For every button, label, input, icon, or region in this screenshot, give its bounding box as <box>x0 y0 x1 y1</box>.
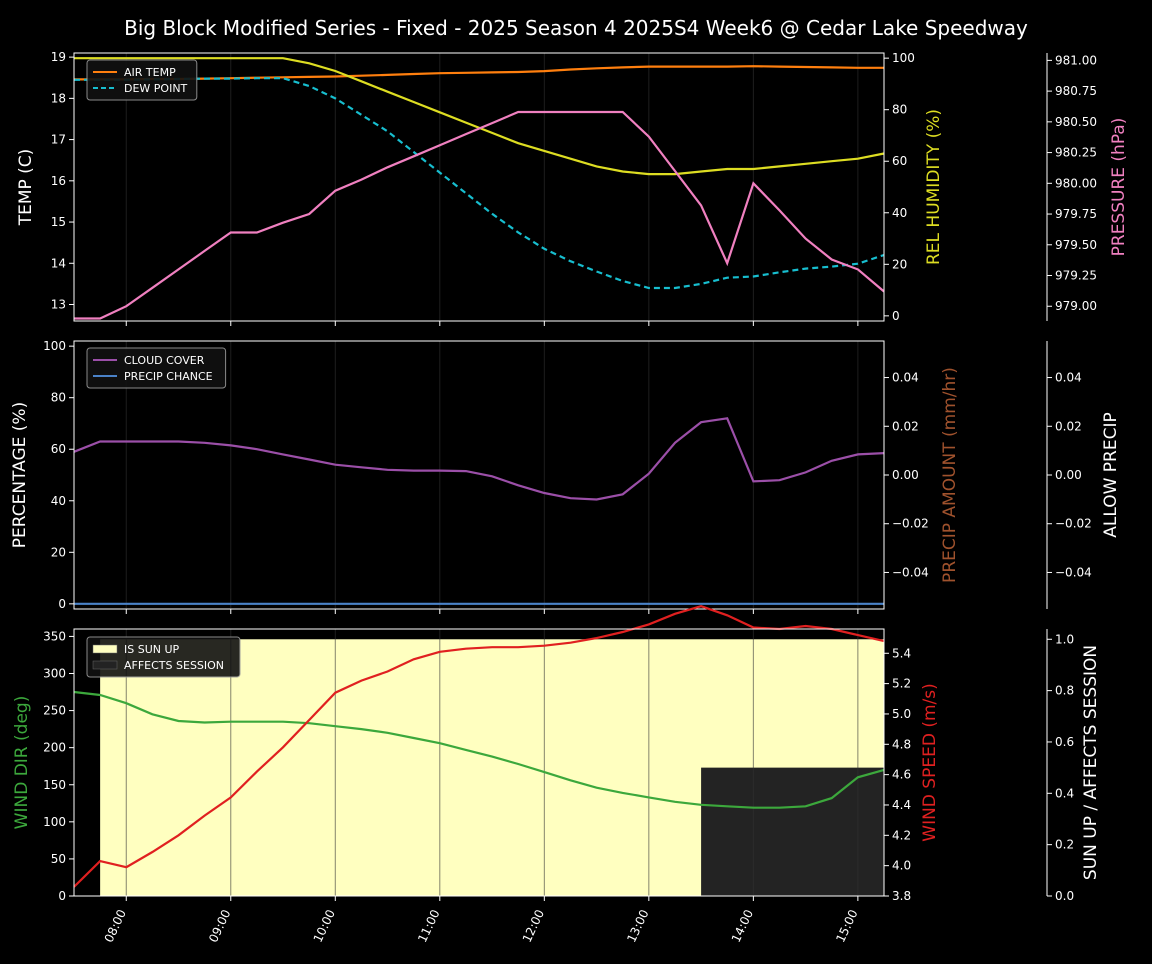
plot-frame <box>73 52 885 322</box>
y-tick-label: 17 <box>51 133 66 147</box>
y-tick-label: 20 <box>51 545 66 559</box>
humidity-axis-tick-label: 100 <box>892 51 915 65</box>
y2-axis-label: PRECIP AMOUNT (mm/hr) <box>940 367 960 583</box>
legend-label: AIR TEMP <box>124 66 176 79</box>
wind-speed-axis-tick-label: 4.2 <box>892 828 911 842</box>
y-axis-label: TEMP (C) <box>16 149 36 227</box>
y2-axis-label: WIND SPEED (m/s) <box>920 683 940 841</box>
pressure-axis-tick-label: 980.75 <box>1055 84 1097 98</box>
legend-label: PRECIP CHANCE <box>124 370 213 383</box>
legend-label: IS SUN UP <box>124 643 180 656</box>
y-tick-label: 13 <box>51 298 66 312</box>
y-tick-label: 100 <box>43 339 66 353</box>
y-tick-label: 60 <box>51 442 66 456</box>
series-line-dew-point <box>74 77 885 290</box>
legend-label: AFFECTS SESSION <box>124 659 224 672</box>
panel-wind: 0 50 100 150 200 250 300 350 3.8 4.0 4.2 4.4 4.6 4.8 5… <box>12 605 1101 945</box>
series-line-cloud-cover <box>73 417 885 501</box>
pressure-axis-tick-label: 979.00 <box>1055 299 1097 313</box>
wind-speed-axis-tick-label: 4.6 <box>892 768 911 782</box>
allow-precip-axis-tick-label: 0.04 <box>1055 371 1082 385</box>
legend-label: DEW POINT <box>124 82 188 95</box>
wind-speed-axis-tick-label: 4.8 <box>892 737 911 751</box>
y-tick-label: 200 <box>43 741 66 755</box>
legend-swatch <box>92 644 118 654</box>
legend-box <box>86 347 227 389</box>
precip-amount-axis-tick-label: 0.02 <box>892 419 919 433</box>
y-axis-label: WIND DIR (deg) <box>12 696 32 830</box>
pressure-axis-tick-label: 979.50 <box>1055 238 1097 252</box>
series-line-wind-speed <box>73 605 885 888</box>
legend-swatch <box>92 660 118 670</box>
panel-temperature: 13 14 15 16 17 18 19 0 20 40 60 80 100 979.00 979.25 97… <box>16 50 1129 326</box>
y-tick-label: 50 <box>51 852 66 866</box>
chart-panels: 13 14 15 16 17 18 19 0 20 40 60 80 100 979.00 979.25 97… <box>10 50 1129 944</box>
sun-axis-tick-label: 1.0 <box>1055 632 1074 646</box>
sun-axis-tick-label: 0.8 <box>1055 684 1074 698</box>
y-tick-label: 0 <box>58 889 66 903</box>
y-tick-label: 100 <box>43 815 66 829</box>
precip-amount-axis-tick-label: 0.00 <box>892 468 919 482</box>
pressure-axis-tick-label: 979.75 <box>1055 207 1097 221</box>
humidity-axis-tick-label: 60 <box>892 154 907 168</box>
pressure-axis-tick-label: 980.25 <box>1055 146 1097 160</box>
allow-precip-axis-tick-label: 0.00 <box>1055 468 1082 482</box>
wind-speed-axis-tick-label: 3.8 <box>892 889 911 903</box>
panel-cloud-precip: 0 20 40 60 80 100 0.04 0.02 0.00 −0.02 −0.04 0.04 0.… <box>10 339 1121 614</box>
y3-axis-label: SUN UP / AFFECTS SESSION <box>1081 645 1101 880</box>
affects-session-area <box>701 767 884 896</box>
humidity-axis-tick-label: 80 <box>892 103 907 117</box>
allow-precip-axis-tick-label: −0.04 <box>1055 565 1092 579</box>
series-line-wind-dir <box>73 690 885 809</box>
wind-speed-axis-tick-label: 4.4 <box>892 798 911 812</box>
legend-label: CLOUD COVER <box>124 354 205 367</box>
precip-amount-axis-tick-label: −0.04 <box>892 565 929 579</box>
legend-box <box>86 636 241 678</box>
sun-axis-tick-label: 0.4 <box>1055 786 1074 800</box>
legend-box <box>86 59 198 101</box>
precip-amount-axis-tick-label: −0.02 <box>892 517 929 531</box>
y3-axis-label: PRESSURE (hPa) <box>1109 118 1129 257</box>
series-line-pressure <box>74 110 885 320</box>
plot-frame <box>73 628 885 897</box>
y-tick-label: 80 <box>51 391 66 405</box>
allow-precip-axis-tick-label: 0.02 <box>1055 419 1082 433</box>
wind-speed-axis-tick-label: 5.0 <box>892 707 911 721</box>
chart-title: Big Block Modified Series - Fixed - 2025… <box>124 16 1028 40</box>
y-tick-label: 18 <box>51 91 66 105</box>
humidity-axis-tick-label: 20 <box>892 257 907 271</box>
y-tick-label: 16 <box>51 174 66 188</box>
y-tick-label: 40 <box>51 494 66 508</box>
wind-speed-axis-tick-label: 5.4 <box>892 646 911 660</box>
humidity-axis-tick-label: 0 <box>892 309 900 323</box>
y2-axis-label: REL HUMIDITY (%) <box>924 109 944 265</box>
pressure-axis-tick-label: 979.25 <box>1055 269 1097 283</box>
y-tick-label: 350 <box>43 629 66 643</box>
y3-axis-label: ALLOW PRECIP <box>1101 412 1121 538</box>
y-tick-label: 250 <box>43 704 66 718</box>
pressure-axis-tick-label: 980.50 <box>1055 115 1097 129</box>
y-axis-label: PERCENTAGE (%) <box>10 402 30 548</box>
y-tick-label: 15 <box>51 215 66 229</box>
allow-precip-axis-tick-label: −0.02 <box>1055 517 1092 531</box>
y-tick-label: 300 <box>43 667 66 681</box>
y-tick-label: 0 <box>58 597 66 611</box>
y-tick-label: 14 <box>51 256 66 270</box>
sun-axis-tick-label: 0.2 <box>1055 838 1074 852</box>
wind-speed-axis-tick-label: 4.0 <box>892 859 911 873</box>
precip-amount-axis-tick-label: 0.04 <box>892 371 919 385</box>
pressure-axis-tick-label: 980.00 <box>1055 176 1097 190</box>
sun-axis-tick-label: 0.0 <box>1055 889 1074 903</box>
humidity-axis-tick-label: 40 <box>892 206 907 220</box>
pressure-axis-tick-label: 981.00 <box>1055 53 1097 67</box>
y-tick-label: 150 <box>43 778 66 792</box>
wind-speed-axis-tick-label: 5.2 <box>892 677 911 691</box>
y-tick-label: 19 <box>51 50 66 64</box>
sun-axis-tick-label: 0.6 <box>1055 735 1074 749</box>
